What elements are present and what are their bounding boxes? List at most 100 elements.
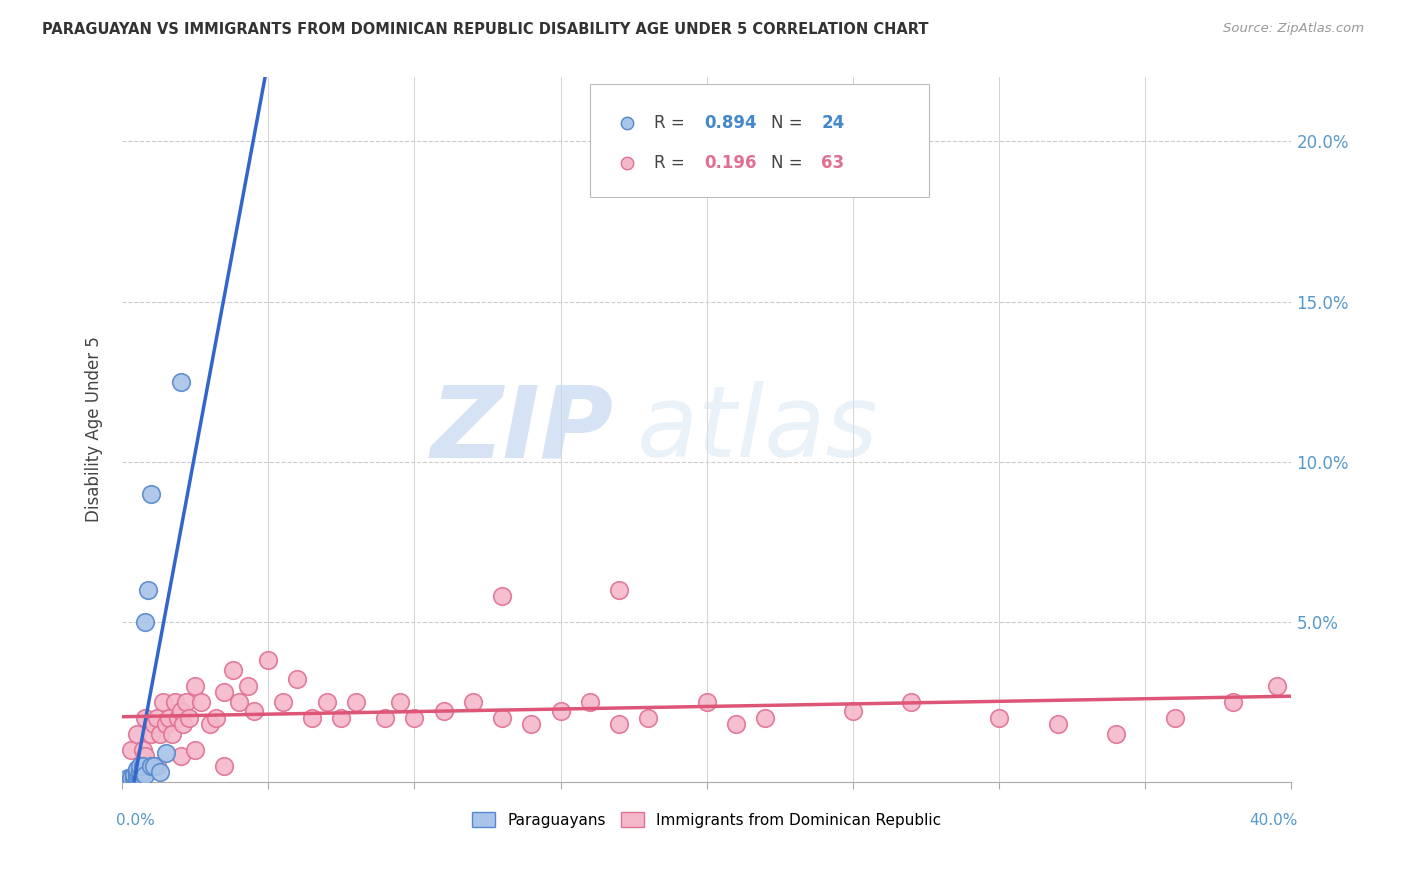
- Text: 0.0%: 0.0%: [117, 814, 155, 829]
- Point: [190, 695, 212, 709]
- Point: [172, 717, 194, 731]
- Point: [125, 762, 148, 776]
- Point: [146, 711, 169, 725]
- Point: [696, 695, 718, 709]
- Point: [134, 615, 156, 629]
- Point: [176, 695, 198, 709]
- Point: [169, 749, 191, 764]
- Point: [637, 711, 659, 725]
- Point: [117, 772, 139, 786]
- Point: [149, 765, 172, 780]
- Point: [157, 711, 180, 725]
- Point: [184, 742, 207, 756]
- Legend: Paraguayans, Immigrants from Dominican Republic: Paraguayans, Immigrants from Dominican R…: [465, 805, 948, 834]
- Point: [149, 726, 172, 740]
- Point: [520, 717, 543, 731]
- Point: [143, 758, 166, 772]
- Text: atlas: atlas: [637, 381, 879, 478]
- Point: [607, 717, 630, 731]
- Point: [125, 768, 148, 782]
- Point: [214, 758, 236, 772]
- Point: [141, 758, 163, 772]
- Point: [134, 711, 156, 725]
- Point: [330, 711, 353, 725]
- Text: 24: 24: [821, 114, 845, 132]
- Text: N =: N =: [770, 114, 808, 132]
- Text: 40.0%: 40.0%: [1249, 814, 1298, 829]
- Point: [155, 746, 177, 760]
- Point: [491, 589, 513, 603]
- Point: [155, 717, 177, 731]
- Point: [198, 717, 221, 731]
- Point: [128, 768, 150, 782]
- Point: [491, 711, 513, 725]
- Point: [166, 711, 188, 725]
- Point: [134, 749, 156, 764]
- Point: [128, 758, 150, 772]
- Point: [120, 742, 142, 756]
- Point: [461, 695, 484, 709]
- Text: R =: R =: [654, 154, 690, 172]
- Point: [138, 582, 160, 597]
- Point: [1265, 679, 1288, 693]
- Point: [404, 711, 426, 725]
- Point: [988, 711, 1011, 725]
- Point: [152, 695, 174, 709]
- Point: [184, 679, 207, 693]
- Text: ZIP: ZIP: [430, 381, 613, 478]
- Point: [271, 695, 294, 709]
- Point: [433, 704, 456, 718]
- Point: [125, 765, 148, 780]
- Text: 0.196: 0.196: [704, 154, 756, 172]
- Point: [1222, 695, 1244, 709]
- Point: [122, 772, 145, 786]
- Point: [141, 486, 163, 500]
- Point: [900, 695, 922, 709]
- Text: PARAGUAYAN VS IMMIGRANTS FROM DOMINICAN REPUBLIC DISABILITY AGE UNDER 5 CORRELAT: PARAGUAYAN VS IMMIGRANTS FROM DOMINICAN …: [42, 22, 929, 37]
- Point: [1105, 726, 1128, 740]
- Point: [344, 695, 367, 709]
- Point: [160, 726, 183, 740]
- Point: [388, 695, 411, 709]
- Point: [179, 711, 201, 725]
- Point: [134, 768, 156, 782]
- Point: [169, 704, 191, 718]
- Point: [754, 711, 776, 725]
- Point: [163, 695, 186, 709]
- Text: 63: 63: [821, 154, 845, 172]
- Point: [228, 695, 250, 709]
- Y-axis label: Disability Age Under 5: Disability Age Under 5: [86, 336, 103, 523]
- Point: [125, 726, 148, 740]
- Point: [131, 765, 153, 780]
- Text: 0.894: 0.894: [704, 114, 756, 132]
- Point: [315, 695, 337, 709]
- Point: [131, 742, 153, 756]
- Point: [120, 772, 142, 786]
- Point: [236, 679, 259, 693]
- Point: [578, 695, 600, 709]
- Point: [169, 375, 191, 389]
- Point: [122, 772, 145, 786]
- Point: [120, 772, 142, 786]
- Point: [607, 582, 630, 597]
- Point: [842, 704, 865, 718]
- Point: [1163, 711, 1185, 725]
- Point: [242, 704, 264, 718]
- Point: [125, 772, 148, 786]
- Text: Source: ZipAtlas.com: Source: ZipAtlas.com: [1223, 22, 1364, 36]
- Point: [143, 717, 166, 731]
- Point: [374, 711, 396, 725]
- FancyBboxPatch shape: [589, 85, 929, 197]
- Text: N =: N =: [770, 154, 808, 172]
- Point: [122, 768, 145, 782]
- Point: [141, 726, 163, 740]
- Point: [222, 663, 245, 677]
- Point: [301, 711, 323, 725]
- Point: [131, 758, 153, 772]
- Point: [257, 653, 280, 667]
- Point: [724, 717, 747, 731]
- Point: [550, 704, 572, 718]
- Point: [214, 685, 236, 699]
- Text: R =: R =: [654, 114, 690, 132]
- Point: [146, 758, 169, 772]
